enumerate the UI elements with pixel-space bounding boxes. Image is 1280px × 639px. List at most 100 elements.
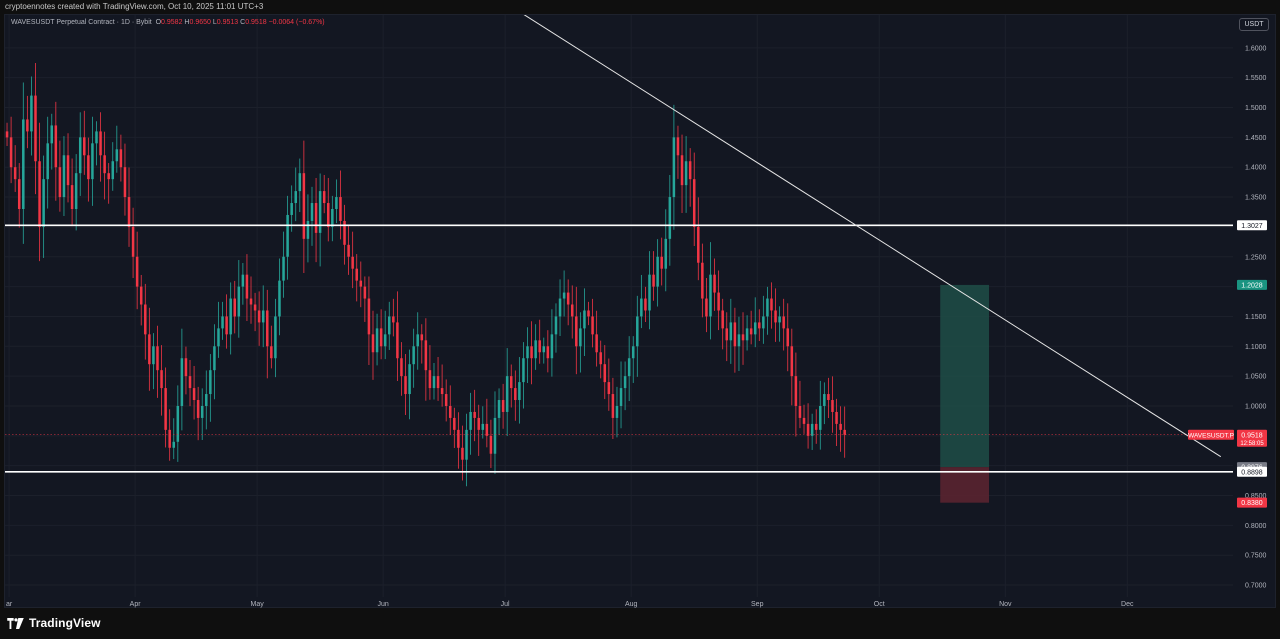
candle-body [627, 358, 631, 377]
candle-body [453, 417, 456, 430]
tradingview-logo[interactable]: TradingView [7, 616, 101, 630]
chart-legend: WAVESUSDT Perpetual Contract · 1D · Bybi… [11, 19, 325, 26]
time-tick-label: Dec [1121, 601, 1134, 608]
candle-body [160, 370, 163, 389]
candle-body [570, 304, 574, 317]
candle-body [770, 298, 773, 311]
candle-body [672, 137, 676, 198]
candle-body [692, 179, 696, 227]
candle-body [509, 376, 513, 389]
candle-body [823, 394, 826, 406]
open-label: O [155, 19, 162, 26]
candle-body [579, 328, 582, 347]
change-value: −0.0064 (−0.67%) [268, 19, 325, 26]
drawn-lines [5, 15, 1233, 473]
candle-body [176, 405, 180, 442]
candle-body [58, 167, 62, 198]
candle-body [806, 423, 810, 436]
last-symbol-text: WAVESUSDT.P [1188, 432, 1234, 439]
candle-body [542, 346, 546, 353]
candle-body [554, 316, 558, 335]
tradingview-brand-text: TradingView [29, 616, 101, 630]
candle-body [697, 226, 700, 263]
time-tick-label: Jul [501, 601, 510, 608]
candle-body [172, 441, 176, 448]
position-profit-zone [940, 284, 990, 468]
candle-body [440, 388, 444, 395]
candle-body [591, 316, 594, 335]
candle-body [266, 310, 269, 347]
candle-body [115, 149, 119, 162]
candle-body [13, 167, 17, 180]
candle-body [257, 310, 261, 323]
price-tick-label: 1.1500 [1245, 314, 1267, 321]
candle-body [778, 316, 781, 323]
candle-body [245, 274, 249, 299]
candle-body [46, 143, 49, 180]
candle-body [87, 155, 90, 180]
candle-body [831, 400, 834, 412]
candle-body [99, 131, 102, 156]
tradingview-logo-icon [7, 617, 24, 629]
candle-body [420, 334, 424, 341]
candle-body [217, 328, 220, 347]
candle-body [737, 334, 741, 347]
time-tick-label: Oct [874, 601, 885, 608]
candle-body [229, 298, 232, 335]
currency-button[interactable]: USDT [1239, 18, 1269, 31]
target-price-tag-bg [1237, 279, 1267, 290]
candle-body [652, 274, 655, 287]
candle-body [412, 346, 415, 365]
open-value: 0.9582 [161, 19, 183, 26]
candle-body [725, 328, 729, 341]
candle-body [538, 340, 541, 353]
candle-body [131, 226, 135, 257]
candle-body [583, 310, 586, 329]
candle-body [91, 143, 94, 180]
symbol-title: WAVESUSDT Perpetual Contract · 1D · Bybi… [11, 19, 152, 26]
candle-body [123, 167, 127, 198]
candlestick-chart[interactable]: 1.6000 1.5500 1.5000 1.4500 1.4000 1.3500 1.30… [5, 15, 1277, 609]
candle-body [225, 316, 228, 335]
candle-body [424, 340, 428, 371]
candle-body [282, 256, 285, 281]
candle-body [107, 173, 110, 180]
candle-body [62, 155, 66, 198]
stop-price-tag: 0.8380 [1237, 497, 1267, 508]
candles [5, 63, 846, 487]
price-tick-label: 1.0500 [1245, 374, 1267, 381]
candle-body [644, 298, 647, 311]
candle-body [782, 316, 785, 329]
candle-body [34, 95, 37, 162]
candle-body [322, 191, 326, 204]
candle-body [213, 346, 216, 371]
candle-body [156, 346, 159, 371]
price-tick-label: 1.0000 [1245, 403, 1267, 410]
price-tick-label: 1.3500 [1245, 195, 1267, 202]
candle-body [66, 155, 70, 186]
candle-body [383, 334, 387, 347]
candle-body [432, 376, 436, 389]
candle-body [611, 394, 615, 418]
candle-body [221, 316, 224, 329]
candle-body [367, 298, 371, 335]
candle-body [619, 388, 623, 406]
candle-body [359, 280, 363, 287]
candle-body [17, 179, 21, 209]
high-value: 0.9650 [189, 19, 211, 26]
time-tick-label: Jun [378, 601, 389, 608]
candle-body [749, 328, 753, 335]
candle-body [623, 376, 627, 389]
candle-body [436, 376, 440, 389]
candle-body [290, 203, 293, 215]
price-tick-label: 0.7000 [1245, 583, 1267, 590]
chart-frame[interactable]: 1.6000 1.5500 1.5000 1.4500 1.4000 1.3500 1.30… [4, 14, 1276, 608]
price-tick-label: 0.8000 [1245, 523, 1267, 530]
candle-body [514, 388, 517, 401]
candle-body [835, 411, 838, 424]
candle-body [668, 197, 672, 239]
long-position-tool [940, 284, 990, 503]
candle-body [701, 262, 704, 299]
last-symbol-bg [1188, 429, 1234, 440]
candle-body [843, 429, 846, 435]
